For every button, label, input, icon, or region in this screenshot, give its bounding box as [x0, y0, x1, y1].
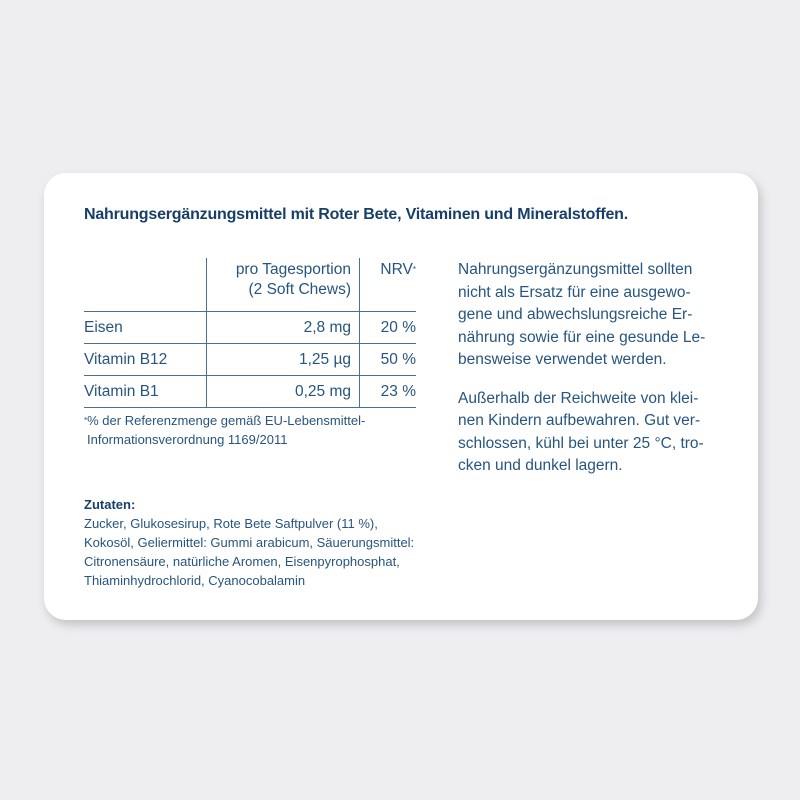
nutrient-amount: 1,25 µg — [206, 343, 360, 376]
note-storage: Außerhalb der Reichweite von klei- nen K… — [458, 388, 705, 478]
header-empty — [84, 258, 207, 312]
label-card: Nahrungsergänzungsmittel mit Roter Bete,… — [44, 173, 758, 620]
nutrient-name: Vitamin B1 — [84, 375, 207, 408]
table-header-row: pro Tagesportion (2 Soft Chews) NRV* — [84, 258, 416, 312]
nutrient-nrv: 23 % — [359, 375, 416, 408]
table-row: Vitamin B12 1,25 µg 50 % — [84, 343, 416, 376]
note-line: bensweise verwendet werden. — [458, 351, 667, 368]
ingredients-line: Thiaminhydrochlorid, Cyanocobalamin — [84, 573, 306, 588]
footnote-line: Informationsverordnung 1169/2011 — [87, 432, 288, 447]
nutrient-nrv: 20 % — [359, 311, 416, 344]
note-line: schlossen, kühl bei unter 25 °C, tro- — [458, 434, 704, 452]
table-row: Vitamin B1 0,25 mg 23 % — [84, 375, 416, 408]
note-line: nicht als Ersatz für eine ausgewo- — [458, 283, 691, 301]
ingredients-line: Kokosöl, Geliermittel: Gummi arabicum, S… — [84, 535, 415, 550]
note-line: nen Kindern aufbewahren. Gut ver- — [458, 412, 701, 429]
ingredients-line: Zucker, Glukosesirup, Rote Bete Saftpulv… — [84, 516, 378, 531]
note-line: cken und dunkel lagern. — [458, 457, 623, 474]
header-nrv: NRV* — [359, 258, 416, 312]
nutrient-amount: 2,8 mg — [206, 311, 360, 344]
footnote: *% der Referenzmenge gemäß EU-Lebensmitt… — [84, 411, 365, 449]
nutrient-name: Eisen — [84, 311, 207, 344]
header-portion-line2: (2 Soft Chews) — [248, 281, 351, 298]
ingredients-heading: Zutaten: — [84, 497, 136, 512]
label-title: Nahrungsergänzungsmittel mit Roter Bete,… — [84, 206, 628, 223]
header-nrv-mark: * — [412, 265, 416, 274]
nutrient-nrv: 50 % — [359, 343, 416, 376]
notes: Nahrungsergänzungsmittel sollten nicht a… — [458, 259, 705, 494]
header-daily-portion: pro Tagesportion (2 Soft Chews) — [206, 258, 360, 312]
note-line: Nahrungsergänzungsmittel sollten — [458, 261, 693, 278]
header-portion-line1: pro Tagesportion — [235, 261, 351, 278]
note-line: gene und abwechslungsreiche Er- — [458, 306, 693, 323]
header-nrv-label: NRV — [380, 261, 413, 278]
nutrition-table: pro Tagesportion (2 Soft Chews) NRV* Eise… — [84, 258, 416, 408]
note-line: nährung sowie für eine gesunde Le- — [458, 328, 706, 346]
footnote-mark: * — [84, 416, 88, 425]
note-usage: Nahrungsergänzungsmittel sollten nicht a… — [458, 259, 705, 372]
nutrient-name: Vitamin B12 — [84, 343, 207, 376]
footnote-line: % der Referenzmenge gemäß EU-Lebensmitte… — [87, 413, 366, 428]
nutrient-amount: 0,25 mg — [206, 375, 360, 408]
note-line: Außerhalb der Reichweite von klei- — [458, 389, 699, 407]
ingredients: Zutaten: Zucker, Glukosesirup, Rote Bete… — [84, 495, 414, 590]
ingredients-line: Citronensäure, natürliche Aromen, Eisenp… — [84, 554, 400, 569]
table-row: Eisen 2,8 mg 20 % — [84, 311, 416, 344]
